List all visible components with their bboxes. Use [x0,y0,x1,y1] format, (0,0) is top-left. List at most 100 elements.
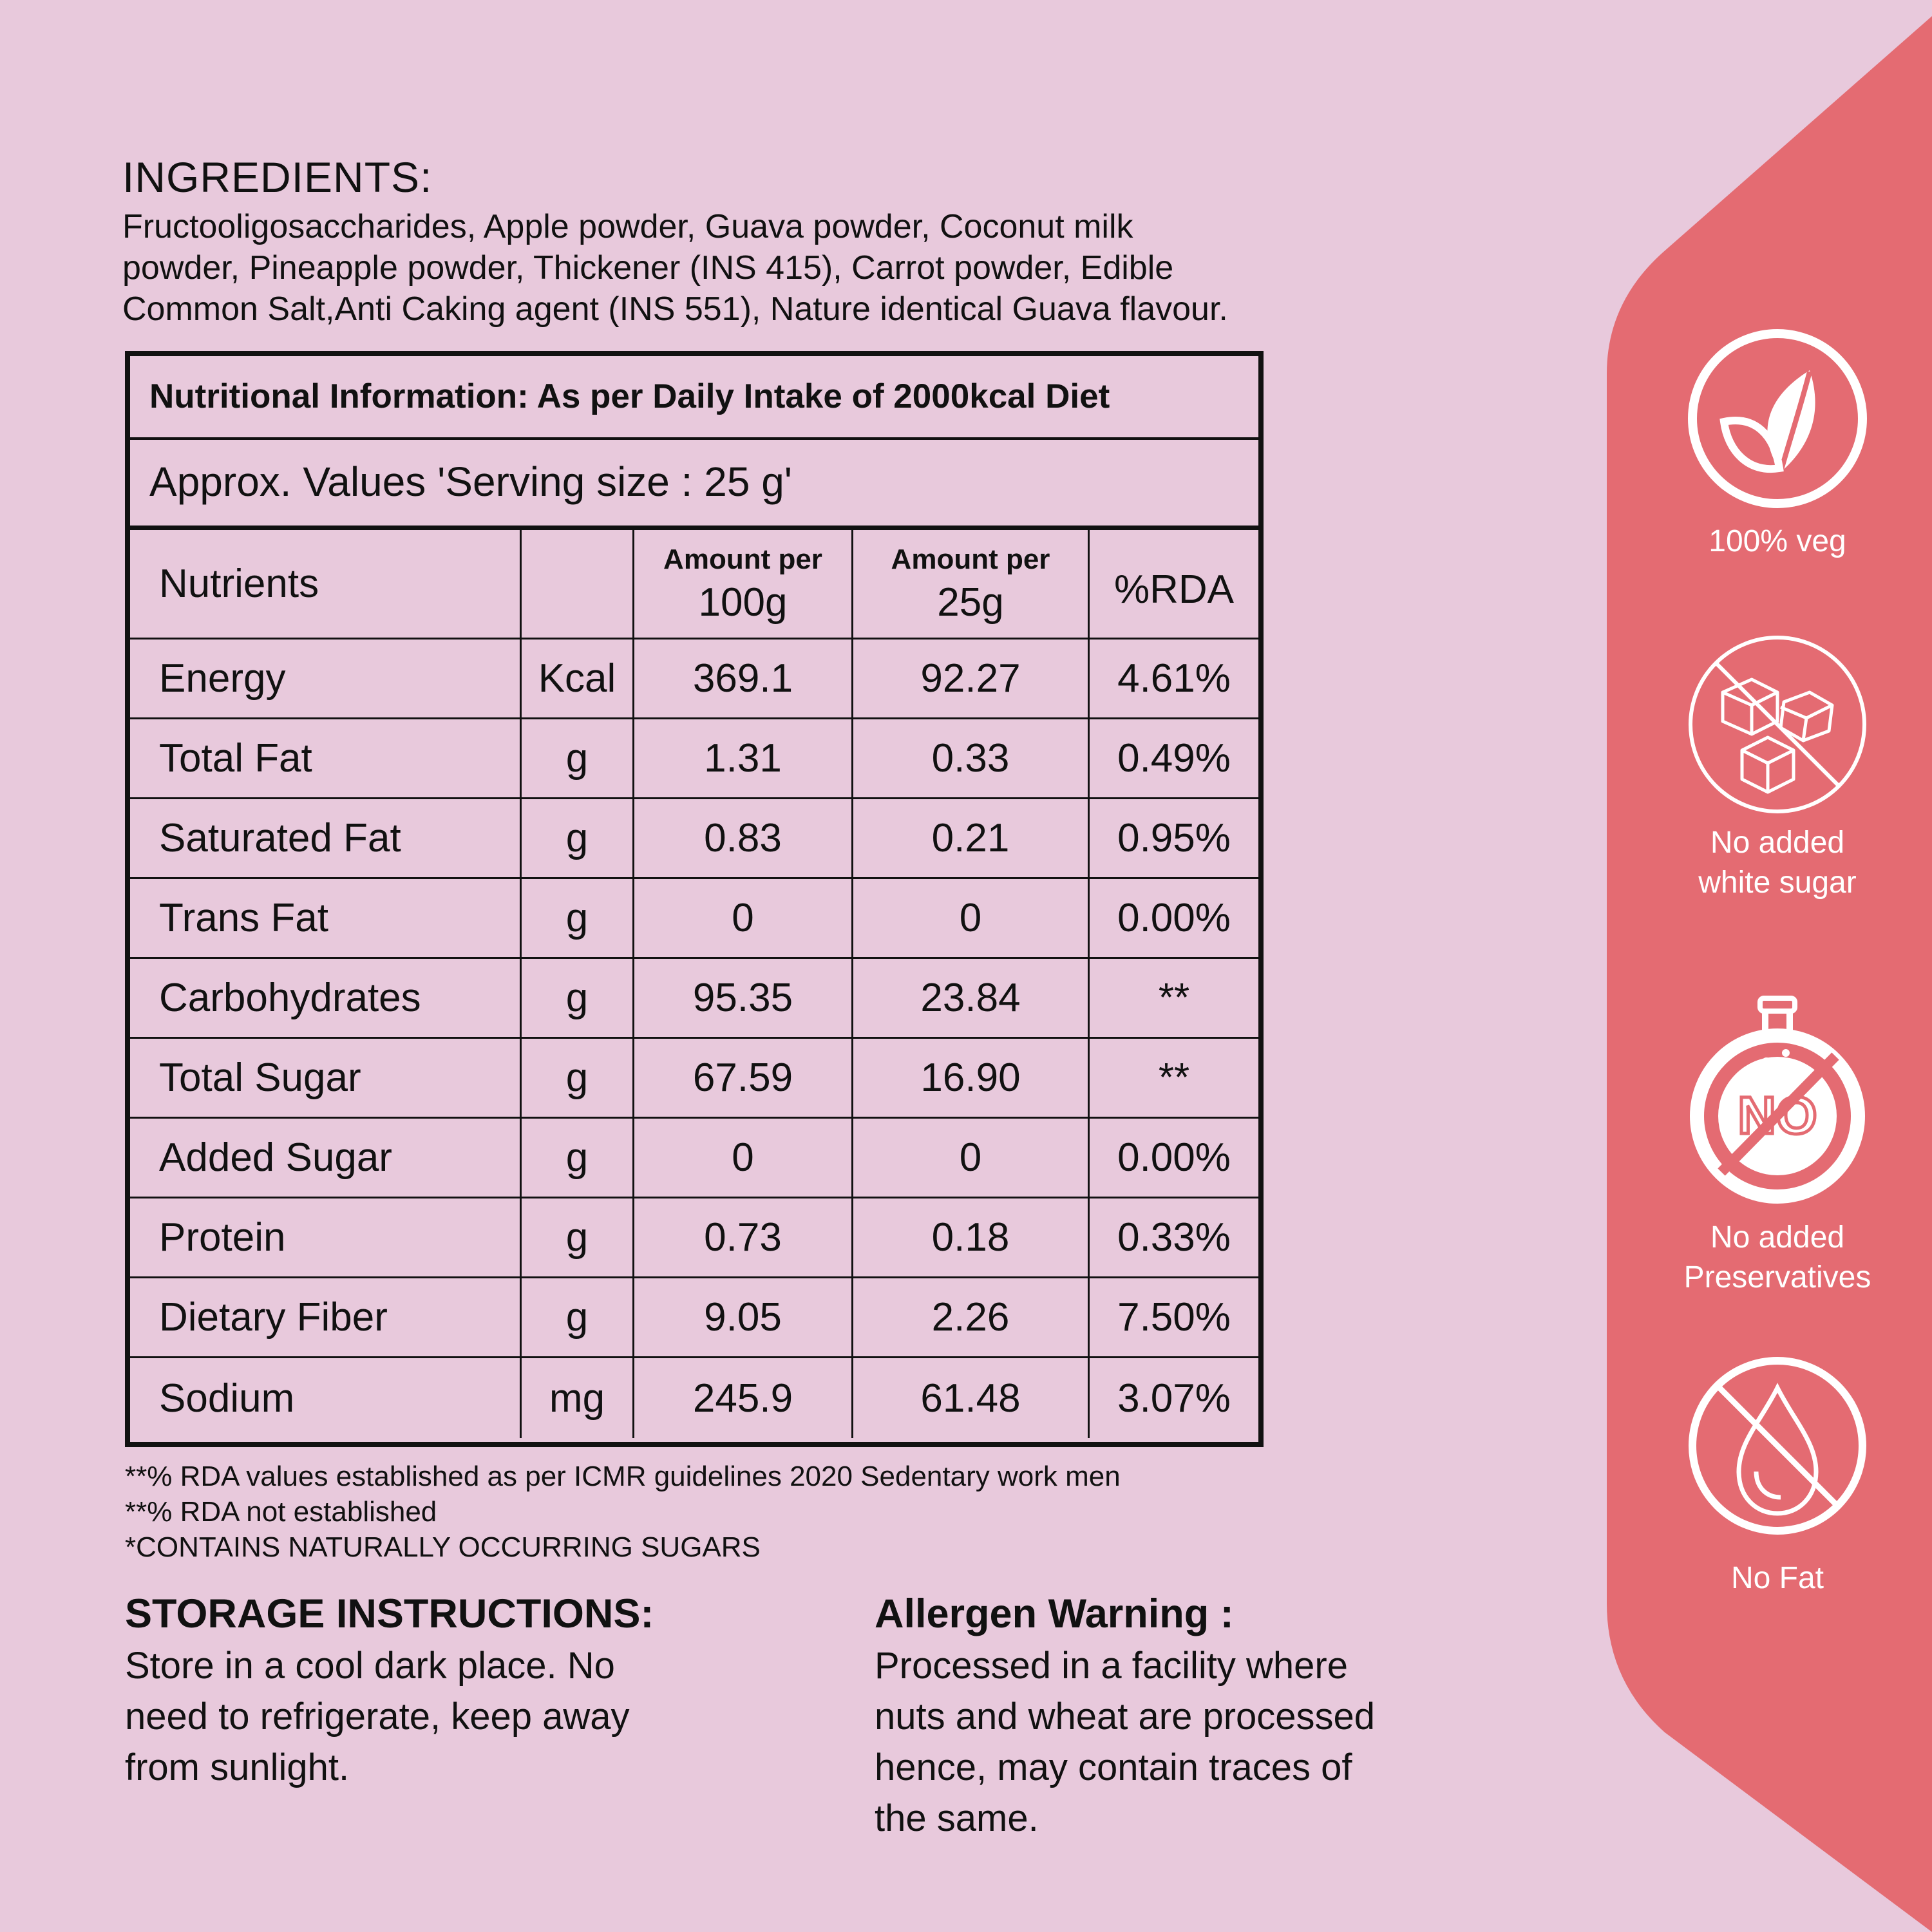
header-per-25g: Amount per 25g [853,530,1090,638]
nutrient-per-100g: 0 [634,879,853,957]
nutrition-title: Nutritional Information: As per Daily In… [130,356,1258,440]
serving-size: Approx. Values 'Serving size : 25 g' [130,440,1258,530]
nutrient-rda: 7.50% [1117,1295,1231,1340]
nutrient-per-100g: 9.05 [634,1278,853,1356]
nutrient-unit: mg [522,1358,634,1438]
storage-section: STORAGE INSTRUCTIONS: Store in a cool da… [125,1587,808,1793]
allergen-title: Allergen Warning : [875,1591,1234,1636]
table-header-row: Nutrients Amount per 100g Amount per 25g… [130,530,1258,639]
footnote: **% RDA not established [125,1496,437,1528]
allergen-line: hence, may contain traces of [875,1747,1352,1788]
header-per-100g: Amount per 100g [634,530,853,638]
badge-label-no-preservatives: No added Preservatives [1683,1220,1871,1294]
no-sugar-cubes-icon [1689,636,1866,813]
table-row: Dietary Fiber g 9.05 2.26 7.50% [130,1278,1258,1358]
nutrient-per-25g: 23.84 [853,959,1090,1037]
badge-no-sugar: No added white sugar [1642,631,1913,903]
nutrient-name: Carbohydrates [130,959,522,1037]
badge-label-no-sugar: No added white sugar [1698,826,1857,900]
no-fat-drop-icon [1689,1357,1866,1535]
table-row: Trans Fat g 0 0 0.00% [130,879,1258,959]
nutrient-rda: 0.49% [1117,736,1231,781]
header-per-25g-bottom: 25g [937,580,1004,625]
header-nutrients: Nutrients [130,530,522,638]
footnotes: **% RDA values established as per ICMR g… [125,1459,1121,1565]
header-per-25g-top: Amount per [891,543,1050,575]
storage-line: Store in a cool dark place. No [125,1645,615,1687]
nutrient-per-100g: 245.9 [634,1358,853,1438]
nutrient-unit: g [522,1198,634,1276]
storage-line: need to refrigerate, keep away [125,1696,630,1738]
nutrient-rda: 4.61% [1117,656,1231,701]
nutrient-unit: Kcal [522,639,634,717]
nutrient-rda: 0.33% [1117,1215,1231,1260]
nutrient-unit: g [522,719,634,797]
header-rda-label: %RDA [1113,567,1235,612]
nutrient-name: Added Sugar [130,1119,522,1197]
nutrient-unit: g [522,959,634,1037]
footnote: **% RDA values established as per ICMR g… [125,1461,1121,1492]
nutrient-per-25g: 2.26 [853,1278,1090,1356]
nutrient-name: Saturated Fat [130,799,522,877]
storage-title: STORAGE INSTRUCTIONS: [125,1591,654,1636]
nutrient-per-100g: 369.1 [634,639,853,717]
nutrition-table: Nutritional Information: As per Daily In… [125,351,1264,1447]
allergen-line: the same. [875,1797,1039,1839]
no-preservatives-flask-icon: NO [1690,996,1865,1204]
header-rda: %RDA [1090,530,1258,638]
allergen-section: Allergen Warning : Processed in a facili… [875,1587,1519,1844]
nutrient-rda: 0.95% [1117,816,1231,860]
no-text: NO [1738,1086,1817,1145]
allergen-line: nuts and wheat are processed [875,1696,1376,1738]
nutrient-rda: ** [1158,976,1190,1020]
table-row: Total Fat g 1.31 0.33 0.49% [130,719,1258,799]
ingredients-title: INGREDIENTS: [122,153,433,201]
ingredients-line: Fructooligosaccharides, Apple powder, Gu… [122,208,1133,245]
footnote: *CONTAINS NATURALLY OCCURRING SUGARS [125,1531,761,1563]
nutrient-name: Protein [130,1198,522,1276]
nutrient-per-25g: 0 [853,1119,1090,1197]
nutrient-name: Total Fat [130,719,522,797]
table-row: Added Sugar g 0 0 0.00% [130,1119,1258,1198]
storage-line: from sunlight. [125,1747,350,1788]
header-per-100g-bottom: 100g [698,580,788,625]
nutrient-per-25g: 61.48 [853,1358,1090,1438]
table-row: Saturated Fat g 0.83 0.21 0.95% [130,799,1258,879]
table-row: Carbohydrates g 95.35 23.84 ** [130,959,1258,1039]
badge-label-veg: 100% veg [1709,524,1846,558]
allergen-line: Processed in a facility where [875,1645,1348,1687]
badge-no-fat: No Fat [1642,1352,1913,1598]
header-unit [522,530,634,638]
ingredients-line: Common Salt,Anti Caking agent (INS 551),… [122,290,1228,328]
nutrient-unit: g [522,879,634,957]
nutrient-rda: ** [1158,1056,1190,1100]
nutrient-per-25g: 0.18 [853,1198,1090,1276]
ingredients-section: INGREDIENTS: Fructooligosaccharides, App… [122,148,1449,330]
badge-veg: 100% veg [1642,325,1913,562]
table-row: Sodium mg 245.9 61.48 3.07% [130,1358,1258,1438]
badge-no-preservatives: NO No added Preservatives [1642,995,1913,1298]
nutrient-unit: g [522,1119,634,1197]
nutrient-name: Energy [130,639,522,717]
table-body: Energy Kcal 369.1 92.27 4.61% Total Fat g 1.31 0… [130,639,1258,1438]
nutrient-per-25g: 16.90 [853,1039,1090,1117]
header-per-100g-top: Amount per [663,543,822,575]
nutrient-per-100g: 1.31 [634,719,853,797]
nutrient-per-100g: 0.83 [634,799,853,877]
nutrient-rda: 3.07% [1117,1376,1231,1421]
nutrient-unit: g [522,1278,634,1356]
nutrient-per-100g: 0 [634,1119,853,1197]
nutrient-name: Total Sugar [130,1039,522,1117]
table-row: Protein g 0.73 0.18 0.33% [130,1198,1258,1278]
table-row: Energy Kcal 369.1 92.27 4.61% [130,639,1258,719]
badge-label-no-fat: No Fat [1730,1561,1824,1595]
nutrient-per-100g: 95.35 [634,959,853,1037]
nutrient-rda: 0.00% [1117,1135,1231,1180]
nutrient-per-25g: 0.33 [853,719,1090,797]
nutrient-per-25g: 92.27 [853,639,1090,717]
nutrient-name: Trans Fat [130,879,522,957]
leaf-icon [1688,329,1867,508]
table-row: Total Sugar g 67.59 16.90 ** [130,1039,1258,1119]
nutrient-per-100g: 0.73 [634,1198,853,1276]
nutrient-unit: g [522,799,634,877]
